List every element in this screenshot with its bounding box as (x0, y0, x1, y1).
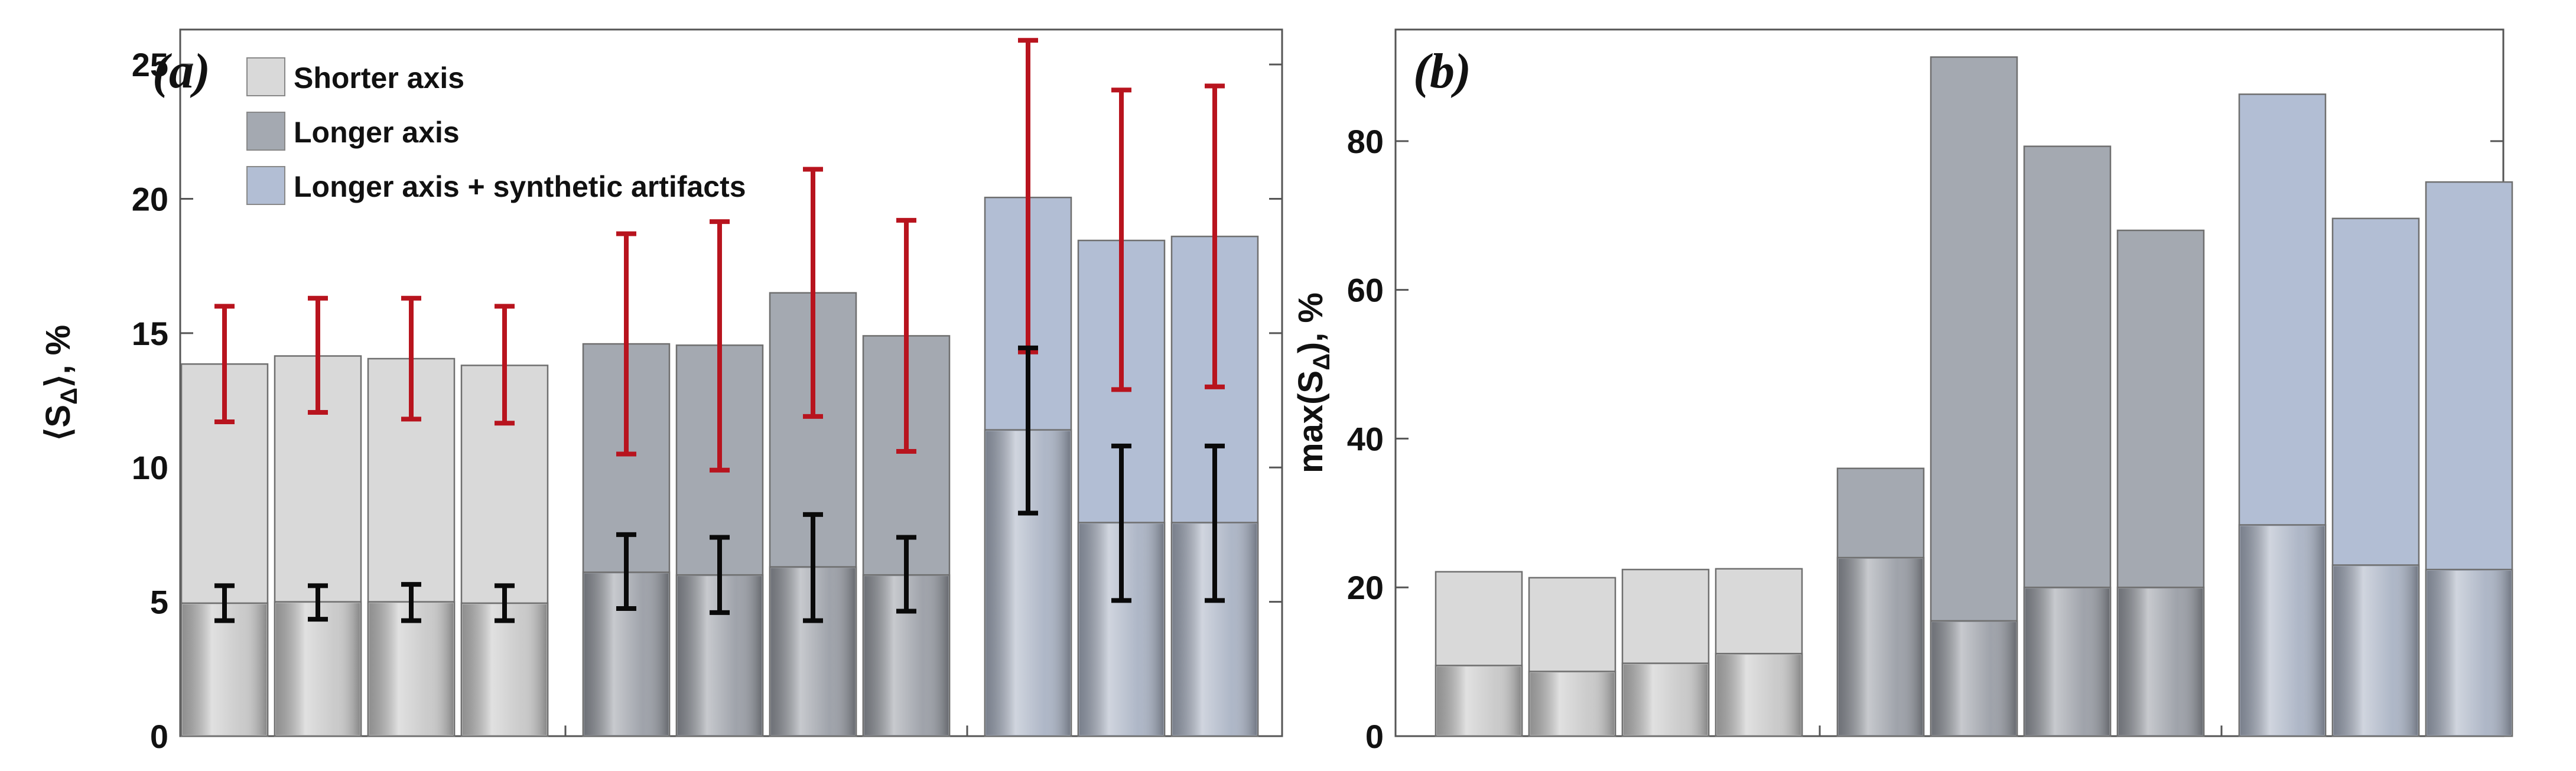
legend-swatch-synthetic-artifacts (246, 166, 285, 205)
y-axis-title-a: ⟨SΔ⟩, % (39, 325, 82, 441)
y-axis-title-a-post: ⟩, % (39, 325, 77, 388)
y-tick-label-a-2: 10 (132, 449, 168, 486)
y-tick-label-a-5: 25 (132, 46, 168, 83)
panel-a: 0 5 10 15 20 25 (a) ⟨SΔ⟩, % Shorter axis Long… (39, 28, 1283, 755)
panel-b: 0 20 40 60 80 (b) max(SΔ), % (1292, 28, 2513, 755)
y-tick-label-b-1: 20 (1347, 569, 1384, 606)
y-axis-title-b-pre: max(S (1292, 370, 1330, 473)
y-axis-title-b-post: ), % (1292, 292, 1330, 353)
panel-label-a: (a) (152, 44, 210, 99)
y-axis-a: 0 5 10 15 20 25 (132, 46, 1282, 755)
inner-bar-shade-b-g2-b2 (2427, 570, 2511, 735)
inner-bar-shade-b-g0-b3 (1717, 655, 1801, 735)
inner-bar-shade-a-g0-b0 (183, 604, 266, 735)
inner-bar-shade-b-g1-b3 (2119, 588, 2203, 735)
error-bars-a (214, 38, 1225, 623)
y-tick-label-a-0: 0 (150, 718, 168, 755)
legend-label-synthetic-artifacts: Longer axis + synthetic artifacts (294, 170, 746, 203)
inner-bar-shade-b-g1-b2 (2025, 588, 2109, 735)
y-axis-title-a-pre: ⟨S (39, 405, 77, 441)
inner-bar-shade-b-g0-b0 (1437, 666, 1521, 735)
legend-label-longer-axis: Longer axis (294, 116, 460, 149)
y-tick-label-a-1: 5 (150, 584, 168, 621)
y-tick-label-b-3: 60 (1347, 272, 1384, 309)
y-tick-label-a-4: 20 (132, 180, 168, 217)
inner-bar-shade-b-g2-b1 (2334, 566, 2418, 735)
panel-label-b: (b) (1413, 44, 1471, 99)
legend-label-shorter-axis: Shorter axis (294, 61, 464, 95)
inner-bar-shade-b-g0-b1 (1530, 672, 1614, 735)
y-axis-title-b: max(SΔ), % (1292, 292, 1335, 473)
inner-bar-shade-a-g0-b2 (369, 603, 453, 735)
inner-bar-shade-a-g0-b1 (276, 603, 360, 735)
legend: Shorter axis Longer axis Longer axis + s… (246, 57, 746, 205)
inner-bar-shade-a-g0-b3 (463, 604, 547, 735)
y-axis-title-b-sub: Δ (1309, 353, 1335, 370)
y-axis-title-a-sub: Δ (56, 388, 82, 405)
legend-swatch-longer-axis (246, 112, 285, 151)
inner-bar-shade-b-g1-b1 (1932, 622, 2016, 735)
y-tick-label-a-3: 15 (132, 315, 168, 352)
y-tick-label-b-2: 40 (1347, 420, 1384, 457)
y-tick-label-b-4: 80 (1347, 123, 1384, 160)
inner-bar-shade-b-g2-b0 (2240, 526, 2324, 735)
y-tick-label-b-0: 0 (1365, 718, 1384, 755)
inner-bar-shade-b-g0-b2 (1624, 664, 1707, 735)
legend-swatch-shorter-axis (246, 57, 285, 96)
bars-b (1435, 56, 2513, 737)
inner-bar-shade-b-g1-b0 (1839, 558, 1923, 735)
